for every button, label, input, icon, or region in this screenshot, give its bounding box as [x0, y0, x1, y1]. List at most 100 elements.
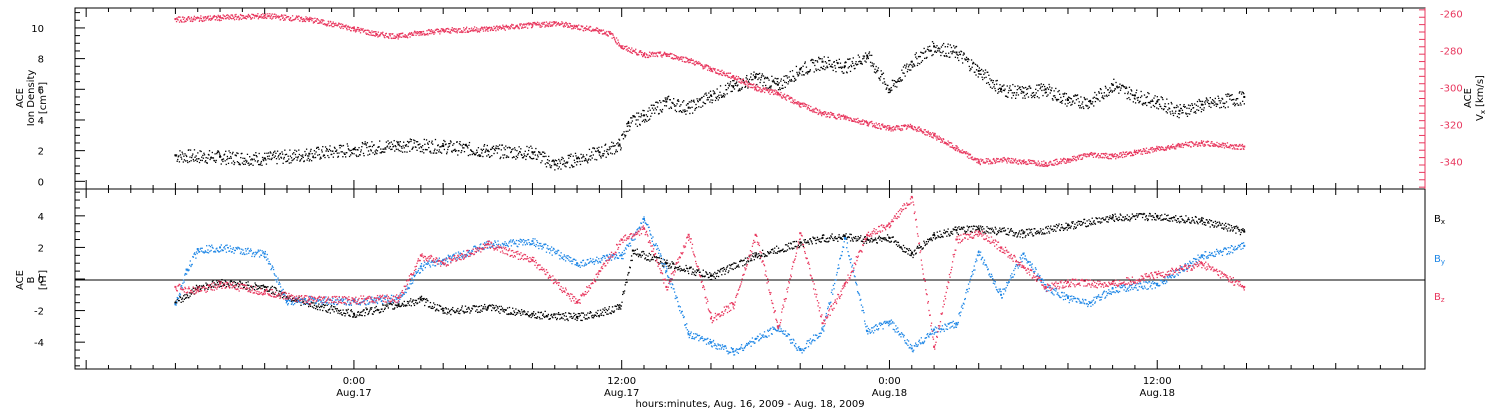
- density-trace: [835, 59, 838, 62]
- density-trace: [1093, 105, 1095, 107]
- vx-trace: [642, 55, 644, 58]
- density-trace: [670, 106, 672, 108]
- vx-trace: [940, 138, 942, 140]
- density-trace: [1239, 102, 1242, 104]
- vx-trace: [892, 130, 894, 132]
- vx-trace: [483, 26, 486, 28]
- density-trace: [727, 87, 729, 89]
- density-point: [821, 60, 824, 63]
- density-trace: [425, 139, 428, 141]
- bx-trace: [239, 281, 242, 283]
- bx-trace: [303, 303, 305, 305]
- vx-trace: [543, 23, 545, 25]
- density-trace: [263, 157, 265, 160]
- vx-trace: [701, 63, 703, 66]
- vx-trace: [918, 130, 920, 132]
- vx-trace: [400, 32, 402, 35]
- vx-trace: [648, 51, 651, 53]
- vx-trace: [281, 15, 283, 17]
- density-trace: [225, 163, 227, 166]
- vx-trace: [355, 30, 358, 32]
- density-trace: [580, 153, 582, 156]
- vx-trace: [1216, 141, 1218, 144]
- vx-trace: [867, 123, 869, 125]
- density-trace: [1130, 89, 1132, 91]
- density-trace: [297, 156, 299, 158]
- vx-trace: [490, 28, 492, 31]
- vx-trace: [378, 34, 381, 36]
- vx-trace: [1066, 161, 1068, 163]
- vx-trace: [1032, 159, 1034, 162]
- density-trace: [588, 158, 590, 160]
- density-trace: [397, 148, 399, 151]
- density-trace: [1225, 93, 1227, 96]
- vx-trace: [768, 90, 770, 92]
- density-trace: [1230, 99, 1233, 101]
- density-trace: [275, 152, 277, 154]
- density-trace: [624, 136, 626, 138]
- density-trace: [1152, 100, 1154, 102]
- bx-trace: [448, 312, 450, 314]
- bx-trace: [469, 312, 471, 314]
- bx-trace: [211, 281, 214, 283]
- density-trace: [640, 116, 642, 118]
- vx-trace: [348, 28, 350, 31]
- density-trace: [877, 67, 880, 69]
- density-trace: [625, 134, 627, 137]
- density-trace: [1170, 113, 1172, 115]
- vx-trace: [619, 45, 622, 47]
- vx-trace: [886, 127, 888, 130]
- vx-trace: [680, 56, 683, 58]
- vx-trace: [435, 29, 437, 31]
- density-trace: [792, 75, 795, 78]
- vx-trace: [447, 27, 449, 30]
- vx-trace: [382, 31, 384, 33]
- vx-trace: [941, 139, 943, 141]
- bx-trace: [249, 289, 251, 291]
- density-trace: [581, 160, 583, 162]
- density-trace: [927, 46, 929, 48]
- density-trace: [877, 69, 879, 72]
- vx-trace: [945, 142, 947, 145]
- density-trace: [656, 101, 658, 103]
- vx-trace: [789, 96, 791, 98]
- vx-trace: [541, 23, 544, 25]
- density-trace: [1053, 90, 1055, 92]
- vx-trace: [190, 20, 192, 22]
- density-trace: [1097, 99, 1099, 101]
- density-trace: [204, 160, 207, 162]
- density-trace: [1124, 87, 1127, 90]
- vx-trace: [568, 22, 570, 25]
- density-trace: [339, 144, 342, 146]
- vx-trace: [258, 16, 260, 18]
- bx-trace: [330, 305, 333, 307]
- density-trace: [295, 150, 298, 152]
- vx-trace: [1165, 146, 1167, 149]
- vx-trace: [1173, 145, 1175, 148]
- vx-trace: [918, 126, 921, 128]
- vx-trace: [203, 18, 205, 20]
- density-trace: [194, 156, 196, 158]
- density-trace: [232, 151, 234, 154]
- density-trace: [284, 154, 287, 156]
- vx-trace: [433, 31, 436, 33]
- density-trace: [701, 96, 703, 99]
- vx-trace: [773, 90, 776, 92]
- vx-trace: [1145, 150, 1147, 152]
- density-trace: [660, 110, 663, 112]
- vx-trace: [475, 27, 478, 29]
- vx-trace: [419, 33, 421, 35]
- density-trace: [434, 148, 436, 150]
- density-trace: [720, 96, 723, 99]
- vx-trace: [441, 30, 443, 32]
- vx-trace: [851, 119, 854, 122]
- vx-trace: [927, 131, 929, 134]
- vx-trace: [196, 17, 198, 20]
- vx-trace: [432, 31, 435, 34]
- bx-point: [709, 274, 712, 277]
- density-trace: [1058, 89, 1060, 92]
- vx-trace: [822, 113, 824, 115]
- bx-trace: [463, 312, 465, 314]
- density-trace: [454, 150, 457, 153]
- vx-trace: [1149, 148, 1152, 150]
